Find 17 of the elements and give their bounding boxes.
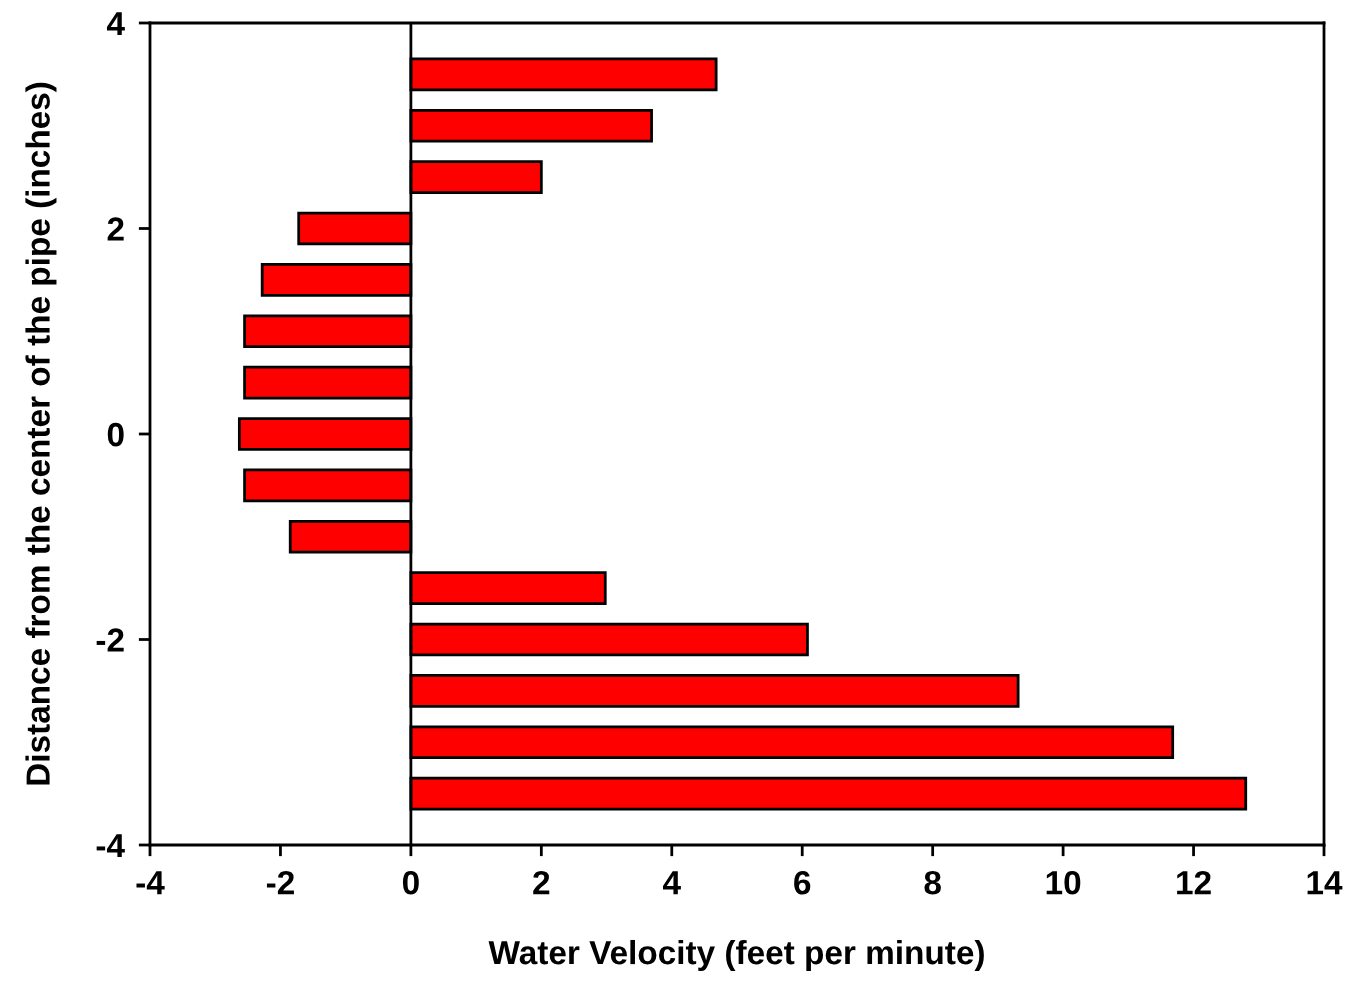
x-axis-title: Water Velocity (feet per minute) [488,939,984,972]
y-tick-label: 2 [107,217,124,241]
x-tick-label: 0 [402,870,419,895]
y-axis-title: Distance from the center of the pipe (inches) [25,82,57,785]
x-tick-label: 4 [663,871,681,895]
x-tick-label: 14 [1307,871,1343,895]
y-tick-label: 4 [106,12,125,36]
y-tick-label: -2 [96,628,124,652]
x-tick-label: -2 [266,870,294,895]
x-tick-label: -4 [136,871,165,895]
x-tick-label: 10 [1046,870,1081,895]
x-tick-label: 6 [794,870,811,895]
y-tick-label: -4 [96,834,125,858]
x-tick-label: 8 [924,870,941,895]
y-tick-label: 0 [107,422,124,447]
x-tick-label: 12 [1177,870,1211,895]
x-tick-label: 2 [533,870,550,895]
